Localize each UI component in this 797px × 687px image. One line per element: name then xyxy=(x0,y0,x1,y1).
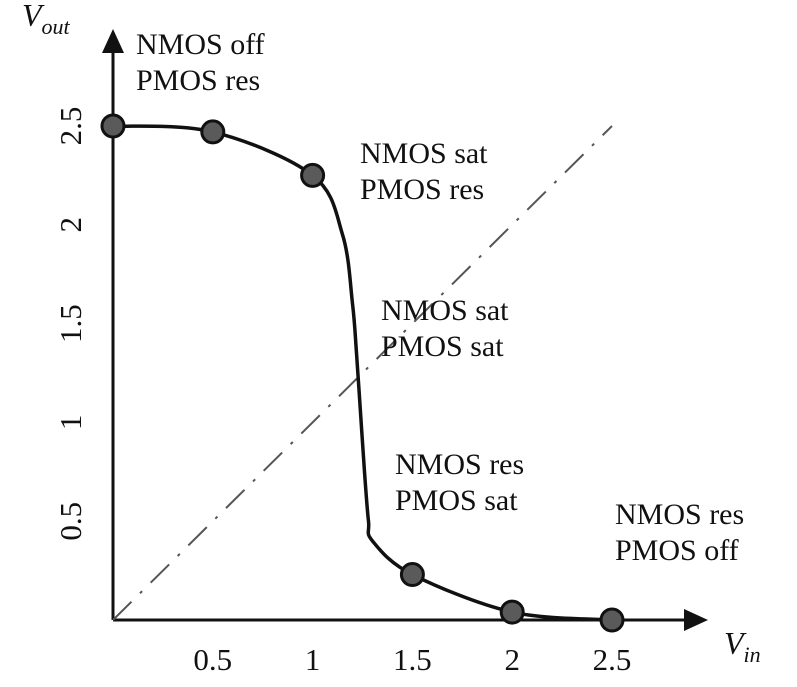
annotation-nmos-res-pmos-off: NMOS res PMOS off xyxy=(615,498,752,567)
y-tick-label: 2.5 xyxy=(53,107,88,146)
annotation-nmos-sat-pmos-res: NMOS sat PMOS res xyxy=(360,137,495,206)
y-tick-label: 1 xyxy=(53,415,88,431)
curve-marker xyxy=(300,162,326,188)
curve-marker xyxy=(100,113,126,139)
region-annotations: NMOS off PMOS res NMOS sat PMOS res NMOS… xyxy=(136,28,752,567)
curve-marker xyxy=(599,607,625,633)
curve-markers xyxy=(100,113,625,633)
unity-gain-diagonal xyxy=(112,125,613,621)
x-tick-label: 0.5 xyxy=(193,642,232,677)
x-tick-label: 1 xyxy=(305,642,321,677)
annotation-nmos-res-pmos-sat: NMOS res PMOS sat xyxy=(395,448,532,517)
y-tick-labels: 0.5 1 1.5 2 2.5 xyxy=(53,107,88,541)
x-axis-arrow-icon xyxy=(684,609,708,631)
y-tick-label: 0.5 xyxy=(53,502,88,541)
x-tick-label: 2 xyxy=(504,642,520,677)
x-tick-label: 1.5 xyxy=(393,642,432,677)
curve-marker xyxy=(499,599,525,625)
x-tick-label: 2.5 xyxy=(593,642,632,677)
curve-marker xyxy=(399,562,425,588)
y-tick-label: 2 xyxy=(53,217,88,233)
y-axis-arrow-icon xyxy=(102,29,124,53)
y-tick-label: 1.5 xyxy=(53,304,88,343)
transfer-curve xyxy=(112,124,613,622)
annotation-nmos-sat-pmos-sat: NMOS sat PMOS sat xyxy=(381,294,516,363)
curve-marker xyxy=(200,119,226,145)
y-axis-label: Vout xyxy=(22,0,71,39)
x-tick-labels: 0.5 1 1.5 2 2.5 xyxy=(193,642,631,677)
annotation-nmos-off-pmos-res: NMOS off PMOS res xyxy=(136,28,272,97)
x-axis-label: Vin xyxy=(724,625,761,667)
